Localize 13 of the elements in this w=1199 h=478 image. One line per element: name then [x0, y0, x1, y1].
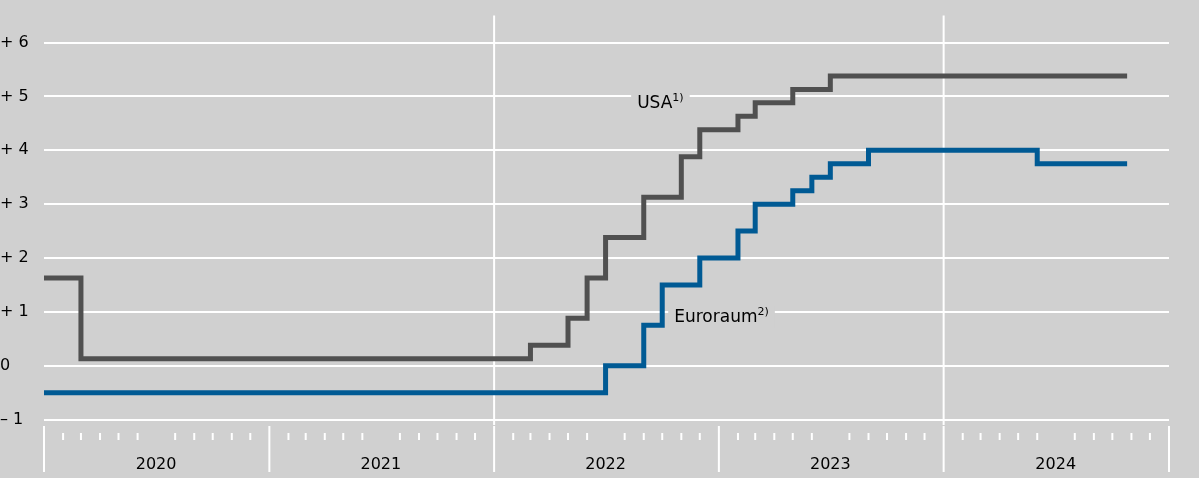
y-tick-label: + 3: [0, 193, 29, 213]
y-tick-label: + 1: [0, 301, 29, 321]
x-tick-label: 2024: [1035, 453, 1077, 473]
x-tick-label: 2021: [360, 453, 402, 473]
y-tick-label: + 2: [0, 247, 29, 267]
y-tick-label: + 6: [0, 31, 29, 51]
x-tick-label: 2020: [135, 453, 177, 473]
y-tick-label: – 1: [0, 408, 24, 428]
x-tick-label: 2023: [809, 453, 851, 473]
y-tick-label: + 4: [0, 139, 29, 159]
x-tick-label: 2022: [585, 453, 626, 473]
y-tick-label: 0: [0, 354, 11, 374]
y-tick-label: + 5: [0, 85, 29, 105]
